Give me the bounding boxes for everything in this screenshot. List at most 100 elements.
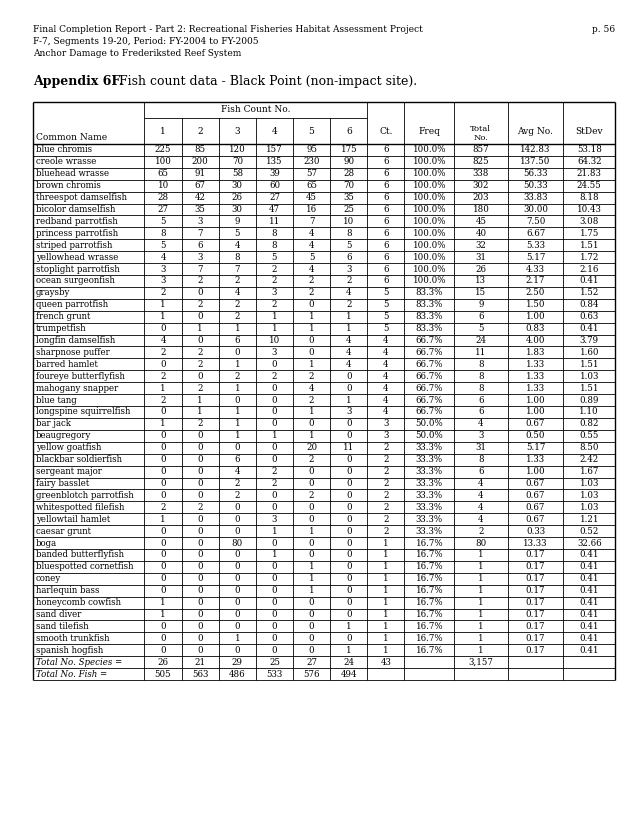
Text: 0: 0 xyxy=(272,539,277,548)
Text: 7: 7 xyxy=(197,229,203,238)
Text: queen parrotfish: queen parrotfish xyxy=(36,300,108,310)
Text: 1.00: 1.00 xyxy=(525,312,546,321)
Text: spanish hogfish: spanish hogfish xyxy=(36,645,103,654)
Text: 2: 2 xyxy=(383,479,389,488)
Text: 5: 5 xyxy=(346,240,352,249)
Text: 0: 0 xyxy=(309,336,314,345)
Text: 5: 5 xyxy=(160,217,166,226)
Text: 6: 6 xyxy=(478,395,484,404)
Text: 4: 4 xyxy=(383,348,389,357)
Text: Ct.: Ct. xyxy=(379,126,392,135)
Text: 0: 0 xyxy=(160,622,166,631)
Text: 1.03: 1.03 xyxy=(580,491,599,500)
Text: 0.83: 0.83 xyxy=(526,324,545,333)
Text: 0: 0 xyxy=(272,395,277,404)
Text: 66.7%: 66.7% xyxy=(416,408,443,416)
Text: 4.00: 4.00 xyxy=(526,336,546,345)
Text: 230: 230 xyxy=(304,157,320,166)
Text: 0: 0 xyxy=(160,634,166,643)
Text: 0.17: 0.17 xyxy=(526,586,546,595)
Text: 0: 0 xyxy=(272,598,277,607)
Text: 0.67: 0.67 xyxy=(526,503,545,512)
Text: 1: 1 xyxy=(234,384,240,393)
Text: 1: 1 xyxy=(478,634,484,643)
Text: 563: 563 xyxy=(192,670,209,679)
Text: 0.33: 0.33 xyxy=(526,526,545,535)
Text: 0: 0 xyxy=(234,348,240,357)
Text: 2: 2 xyxy=(309,372,314,381)
Text: 5.33: 5.33 xyxy=(526,240,545,249)
Text: 1: 1 xyxy=(309,526,314,535)
Text: 58: 58 xyxy=(232,170,243,178)
Text: 2: 2 xyxy=(383,443,389,452)
Text: 0: 0 xyxy=(272,634,277,643)
Text: 33.83: 33.83 xyxy=(524,193,548,202)
Text: blue tang: blue tang xyxy=(36,395,77,404)
Text: 6: 6 xyxy=(383,157,389,166)
Text: 2: 2 xyxy=(478,526,484,535)
Text: 6: 6 xyxy=(478,312,484,321)
Text: 0: 0 xyxy=(160,455,166,465)
Text: 0: 0 xyxy=(346,575,352,584)
Text: 100.0%: 100.0% xyxy=(413,170,446,178)
Text: 10: 10 xyxy=(158,181,169,190)
Text: 0: 0 xyxy=(197,622,203,631)
Text: 1.00: 1.00 xyxy=(525,467,546,476)
Text: Common Name: Common Name xyxy=(36,133,107,142)
Text: 90: 90 xyxy=(343,157,354,166)
Text: 100.0%: 100.0% xyxy=(413,229,446,238)
Text: Fish Count No.: Fish Count No. xyxy=(221,105,290,114)
Text: caesar grunt: caesar grunt xyxy=(36,526,91,535)
Text: 83.3%: 83.3% xyxy=(416,324,443,333)
Text: 100.0%: 100.0% xyxy=(413,193,446,202)
Text: 4: 4 xyxy=(234,467,240,476)
Text: Appendix 6F.: Appendix 6F. xyxy=(33,75,123,88)
Text: 0: 0 xyxy=(197,610,203,619)
Text: 0: 0 xyxy=(234,586,240,595)
Text: 1: 1 xyxy=(309,431,314,440)
Text: 0: 0 xyxy=(160,431,166,440)
Text: 21: 21 xyxy=(195,658,206,667)
Text: 120: 120 xyxy=(229,145,246,155)
Text: striped parrotfish: striped parrotfish xyxy=(36,240,112,249)
Text: 16.7%: 16.7% xyxy=(415,598,443,607)
Text: 2.50: 2.50 xyxy=(526,289,545,297)
Text: 0: 0 xyxy=(160,324,166,333)
Text: 0: 0 xyxy=(346,598,352,607)
Text: 4: 4 xyxy=(478,420,484,429)
Text: 0.17: 0.17 xyxy=(526,622,546,631)
Text: brown chromis: brown chromis xyxy=(36,181,101,190)
Text: 1: 1 xyxy=(383,550,389,559)
Text: 11: 11 xyxy=(269,217,280,226)
Text: 2: 2 xyxy=(346,276,352,285)
Text: 60: 60 xyxy=(269,181,280,190)
Text: 0: 0 xyxy=(197,515,203,524)
Text: 0: 0 xyxy=(309,420,314,429)
Text: 0: 0 xyxy=(272,503,277,512)
Text: 6: 6 xyxy=(234,336,240,345)
Text: 100.0%: 100.0% xyxy=(413,205,446,214)
Text: 0: 0 xyxy=(272,645,277,654)
Text: 1.03: 1.03 xyxy=(580,479,599,488)
Text: 35: 35 xyxy=(195,205,205,214)
Text: 505: 505 xyxy=(155,670,171,679)
Text: 0: 0 xyxy=(346,455,352,465)
Text: 0.41: 0.41 xyxy=(580,575,599,584)
Text: 11: 11 xyxy=(475,348,486,357)
Text: 4: 4 xyxy=(346,348,352,357)
Text: 25: 25 xyxy=(343,205,354,214)
Text: 50.0%: 50.0% xyxy=(415,420,443,429)
Text: 4: 4 xyxy=(383,372,389,381)
Text: 2: 2 xyxy=(160,289,166,297)
Text: 0: 0 xyxy=(309,467,314,476)
Text: 0: 0 xyxy=(197,312,203,321)
Text: 1: 1 xyxy=(160,384,166,393)
Text: 9: 9 xyxy=(234,217,240,226)
Text: 8: 8 xyxy=(478,384,484,393)
Text: 0.67: 0.67 xyxy=(526,491,545,500)
Text: 24: 24 xyxy=(343,658,354,667)
Text: 1.72: 1.72 xyxy=(580,253,599,262)
Text: 1: 1 xyxy=(478,575,484,584)
Text: 26: 26 xyxy=(158,658,168,667)
Text: 3: 3 xyxy=(478,431,484,440)
